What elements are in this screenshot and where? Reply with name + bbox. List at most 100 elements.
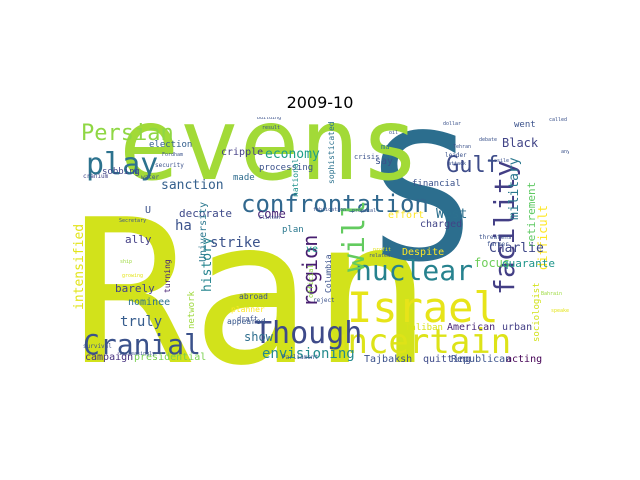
word-acting: acting <box>506 354 542 365</box>
word-proposal: proposal <box>352 208 376 214</box>
word-secretary: Secretary <box>119 218 146 224</box>
word-plan: plan <box>282 225 304 235</box>
word-related: related <box>369 253 390 259</box>
word-sociologist: sociologist <box>532 282 542 342</box>
figure-title: 2009-10 <box>286 93 354 112</box>
word-focus: focus <box>474 256 510 270</box>
word-tehran: Tehran <box>453 144 471 150</box>
word-quitting: quitting <box>423 354 471 365</box>
word-speaker: speaker <box>551 308 569 314</box>
word-ran: Ran <box>71 177 432 367</box>
word-decorate: decorate <box>179 207 232 220</box>
word-campaign: campaign <box>85 352 133 363</box>
word-difficult: difficult <box>536 205 550 270</box>
word-election: election <box>149 140 192 150</box>
word-network: network <box>187 290 197 329</box>
word-turning: turning <box>163 259 172 293</box>
word-threatens: threatens <box>479 234 512 241</box>
word-s: S <box>369 117 474 301</box>
word-black: Black <box>502 136 539 150</box>
word-republican: Republican <box>451 354 511 365</box>
word-facility: facility <box>488 160 521 295</box>
word-oil: oil <box>389 130 398 136</box>
word-truly: truly <box>120 314 162 330</box>
word-play: play <box>86 147 158 182</box>
word-reject: reject <box>313 297 335 304</box>
word-ha: ha <box>175 218 192 234</box>
word-nominee: nominee <box>128 297 170 308</box>
word-fordham: Fordham <box>162 152 183 158</box>
word-dollar: dollar <box>443 121 461 127</box>
word-draft: draft <box>237 315 258 323</box>
word-effort: effort <box>388 210 424 221</box>
word-sobbing: sobbing <box>102 167 140 177</box>
word-crisis: crisis <box>354 153 379 161</box>
word-university: University <box>198 202 209 262</box>
word-urban: urban <box>502 322 532 333</box>
word-planner: planner <box>231 305 265 314</box>
word-say: say <box>375 156 393 167</box>
word-attack: attack <box>448 161 466 167</box>
word-clinton: Clinton <box>259 215 280 221</box>
word-security: security <box>155 162 184 169</box>
word-quarante: quarante <box>502 257 555 270</box>
word-despite: Despite <box>402 247 444 258</box>
word-envisioning: envisioning <box>262 346 355 362</box>
word-building: building <box>257 117 281 121</box>
word-confrontation: confrontation <box>241 190 429 218</box>
word-intensified: intensified <box>72 224 87 310</box>
word-missile: missile <box>488 158 509 164</box>
word-sophisticated: sophisticated <box>327 121 336 184</box>
word-evens: evens <box>119 117 420 203</box>
word-debate: debate <box>479 137 497 143</box>
word-nuclear: nuclear <box>355 254 473 287</box>
word-west: West <box>436 207 467 222</box>
word-tajbaksh: Tajbaksh <box>364 354 412 365</box>
word-charged: charged <box>420 219 462 230</box>
word-region: region <box>298 235 322 307</box>
word-come: come <box>257 207 286 221</box>
word-result: result <box>262 125 280 131</box>
word-show: show <box>244 330 274 344</box>
word-american: American <box>447 322 495 333</box>
word-official: official <box>307 264 315 298</box>
word-economy: economy <box>265 147 320 162</box>
word-farmer: farmer <box>487 241 509 248</box>
word-went: went <box>514 120 536 130</box>
word-uncertain: uncertain <box>327 322 511 362</box>
word-made: made <box>233 173 255 183</box>
word-national: national <box>291 158 300 197</box>
word-history: history <box>200 237 215 292</box>
word-military: military <box>507 157 522 220</box>
word-columbia: Columbia <box>324 254 333 293</box>
word-israel: Israel <box>347 283 499 332</box>
word-gulf: Gulf <box>446 153 499 178</box>
word-ve: ve <box>306 244 318 255</box>
word-though: Though <box>254 316 362 351</box>
word-strike: strike <box>210 235 261 251</box>
word-increasingly: increasingly <box>119 351 155 357</box>
word-profit: profit <box>373 247 391 253</box>
word-taliban: Taliban <box>405 323 443 333</box>
word-charlie: Charlie <box>489 241 544 256</box>
word-called: called <box>549 117 567 123</box>
word-processing: processing <box>259 163 313 173</box>
word-ally: ally <box>125 233 152 246</box>
word-cranial: Cranial <box>83 328 201 361</box>
word-parliament: Parliament <box>282 354 319 361</box>
word-barely: barely <box>115 282 155 295</box>
word-cranium: cranium <box>83 173 109 180</box>
word-retirement: retirement <box>525 182 538 248</box>
word-anyway: anyway <box>561 149 569 155</box>
word-presidential: presidential <box>134 352 206 363</box>
word-persian: Persian <box>81 121 174 146</box>
word-abroad: abroad <box>239 292 268 301</box>
word-financial: financial <box>412 179 461 189</box>
word-growing: growing <box>122 273 143 279</box>
word-cripple: cripple <box>221 147 263 158</box>
word-leader: leader <box>445 152 467 159</box>
word-u: U <box>145 205 151 216</box>
word-survival: survival <box>83 343 112 350</box>
